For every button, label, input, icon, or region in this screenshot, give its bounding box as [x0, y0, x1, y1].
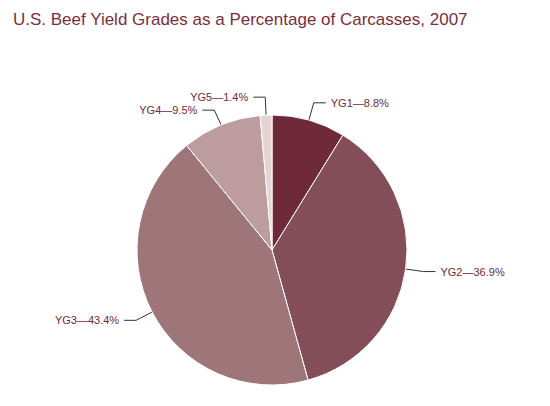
- svg-text:YG5—1.4%: YG5—1.4%: [190, 91, 248, 103]
- svg-text:YG2—36.9%: YG2—36.9%: [440, 266, 504, 278]
- svg-text:YG4—9.5%: YG4—9.5%: [139, 104, 197, 116]
- svg-text:U.S. Beef Yield Grades as a Pe: U.S. Beef Yield Grades as a Percentage o…: [13, 10, 468, 29]
- svg-text:YG3—43.4%: YG3—43.4%: [55, 314, 119, 326]
- svg-text:YG1—8.8%: YG1—8.8%: [331, 97, 389, 109]
